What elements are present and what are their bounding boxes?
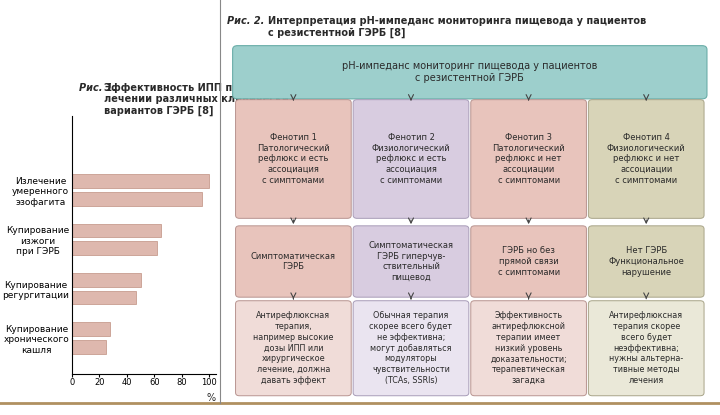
Text: Рис. 2.: Рис. 2. bbox=[227, 16, 268, 26]
FancyBboxPatch shape bbox=[588, 226, 704, 297]
FancyBboxPatch shape bbox=[353, 100, 469, 218]
Bar bbox=[72, 224, 161, 237]
Text: Симптоматическая
ГЭРБ: Симптоматическая ГЭРБ bbox=[251, 251, 336, 271]
FancyBboxPatch shape bbox=[233, 46, 707, 99]
Bar bbox=[72, 242, 157, 255]
Text: Рис. 1.: Рис. 1. bbox=[79, 83, 117, 93]
FancyBboxPatch shape bbox=[588, 100, 704, 218]
FancyBboxPatch shape bbox=[235, 100, 351, 218]
FancyBboxPatch shape bbox=[353, 301, 469, 396]
Text: Фенотип 2
Физиологический
рефлюкс и есть
ассоциация
с симптомами: Фенотип 2 Физиологический рефлюкс и есть… bbox=[372, 133, 450, 185]
Text: ГЭРБ но без
прямой связи
с симптомами: ГЭРБ но без прямой связи с симптомами bbox=[498, 246, 559, 277]
FancyBboxPatch shape bbox=[235, 226, 351, 297]
Text: Симптоматическая
ГЭРБ гиперчув-
ствительный
пищевод: Симптоматическая ГЭРБ гиперчув- ствитель… bbox=[369, 241, 454, 282]
Bar bbox=[72, 290, 137, 305]
FancyBboxPatch shape bbox=[471, 100, 586, 218]
FancyBboxPatch shape bbox=[588, 301, 704, 396]
Text: Обычная терапия
скорее всего будет
не эффективна;
могут добавляться
модуляторы
ч: Обычная терапия скорее всего будет не эф… bbox=[369, 312, 452, 385]
Text: Интерпретация рН-импеданс мониторинга пищевода у пациентов
с резистентной ГЭРБ [: Интерпретация рН-импеданс мониторинга пи… bbox=[268, 16, 647, 38]
Bar bbox=[72, 192, 202, 206]
FancyBboxPatch shape bbox=[471, 301, 586, 396]
Bar bbox=[72, 174, 209, 188]
Text: Фенотип 4
Физиологический
рефлюкс и нет
ассоциации
с симптомами: Фенотип 4 Физиологический рефлюкс и нет … bbox=[607, 133, 685, 185]
FancyBboxPatch shape bbox=[471, 226, 586, 297]
Text: рН-импеданс мониторинг пищевода у пациентов
с резистентной ГЭРБ: рН-импеданс мониторинг пищевода у пациен… bbox=[342, 61, 598, 83]
Text: Фенотип 1
Патологический
рефлюкс и есть
ассоциация
с симптомами: Фенотип 1 Патологический рефлюкс и есть … bbox=[257, 133, 330, 185]
Bar bbox=[72, 340, 107, 354]
Text: Нет ГЭРБ
Функциональное
нарушение: Нет ГЭРБ Функциональное нарушение bbox=[608, 246, 684, 277]
Text: Эффективность ИПП при
лечении различных клинических
вариантов ГЭРБ [8]: Эффективность ИПП при лечении различных … bbox=[104, 83, 294, 116]
FancyBboxPatch shape bbox=[353, 226, 469, 297]
Text: Фенотип 3
Патологический
рефлюкс и нет
ассоциации
с симптомами: Фенотип 3 Патологический рефлюкс и нет а… bbox=[492, 133, 565, 185]
Text: Эффективность
антирефлюксной
терапии имеет
низкий уровень
доказательности;
терап: Эффективность антирефлюксной терапии име… bbox=[490, 312, 567, 385]
Text: Антирефлюксная
терапия,
например высокие
дозы ИПП или
хирургическое
лечение, дол: Антирефлюксная терапия, например высокие… bbox=[253, 312, 333, 385]
Bar bbox=[72, 322, 110, 336]
Text: Антирефлюксная
терапия скорее
всего будет
неэффективна;
нужны альтерна-
тивные м: Антирефлюксная терапия скорее всего буде… bbox=[609, 312, 683, 385]
FancyBboxPatch shape bbox=[235, 301, 351, 396]
Text: %: % bbox=[207, 393, 216, 403]
Bar bbox=[72, 273, 140, 287]
